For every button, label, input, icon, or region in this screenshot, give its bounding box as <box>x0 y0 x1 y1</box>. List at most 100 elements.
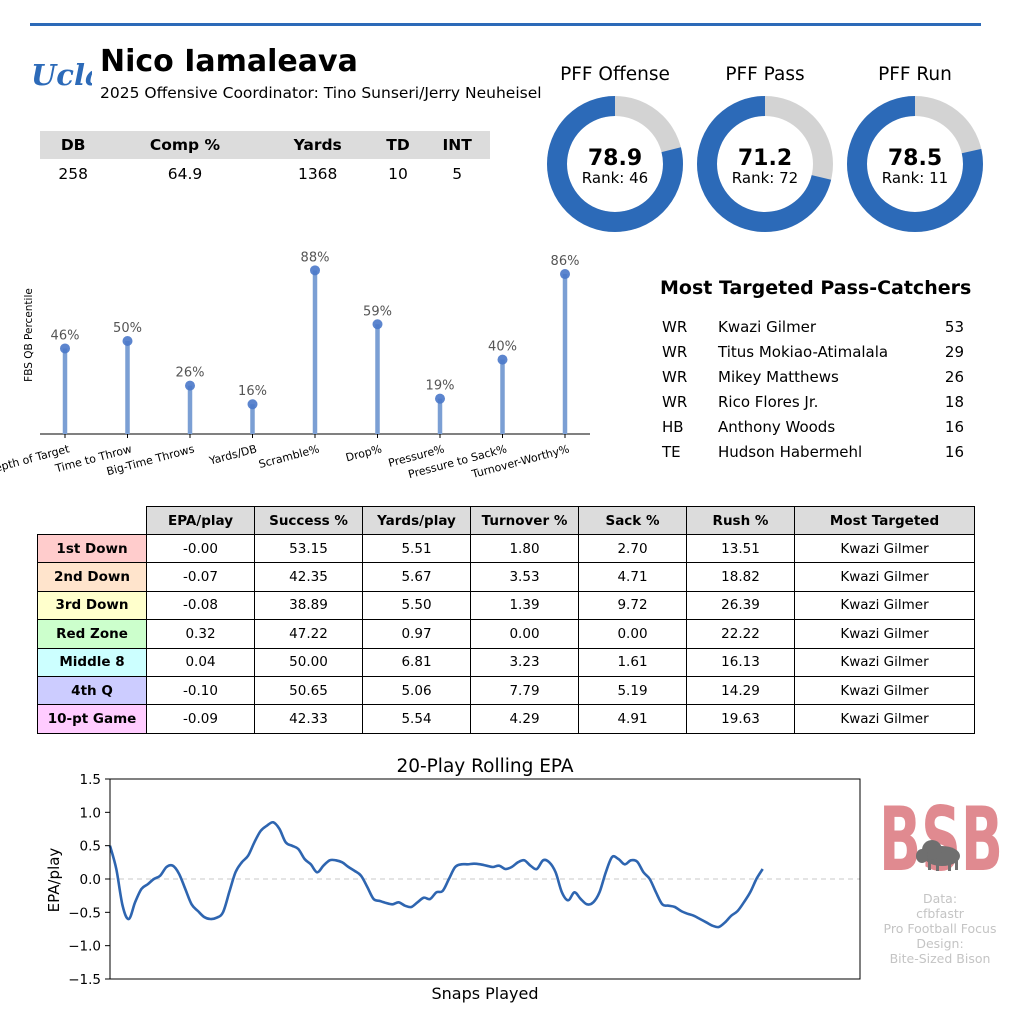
target-position: WR <box>662 393 688 411</box>
splits-cell: 22.22 <box>686 619 795 649</box>
lollipop-category-label: Drop% <box>344 442 383 464</box>
splits-cell: 53.15 <box>254 533 363 564</box>
stat-value: 1368 <box>297 165 338 183</box>
splits-cell: Kwazi Gilmer <box>794 562 975 592</box>
stat-header: Comp % <box>106 131 264 159</box>
lollipop-value-label: 26% <box>176 366 205 381</box>
splits-cell: 4.29 <box>470 704 579 734</box>
lollipop-dot <box>435 393 445 404</box>
splits-cell: 0.04 <box>146 647 255 677</box>
lollipop-dot <box>560 269 570 280</box>
splits-cell: 50.65 <box>254 675 363 706</box>
epa-y-tick-label: 1.0 <box>80 805 101 821</box>
most-targeted-row: TE Hudson Habermehl 16 <box>660 441 980 466</box>
most-targeted-row: HB Anthony Woods 16 <box>660 416 980 441</box>
splits-header: Turnover % <box>470 506 579 535</box>
stat-value: 5 <box>452 165 463 183</box>
data-credits: Data: cfbfastr Pro Football Focus Design… <box>870 891 1010 966</box>
target-position: WR <box>662 343 688 361</box>
stat-header: Yards <box>263 131 372 159</box>
stat-value: 10 <box>388 165 408 183</box>
splits-cell: Kwazi Gilmer <box>794 647 975 677</box>
splits-row-label: 4th Q <box>37 675 147 706</box>
splits-header: Rush % <box>686 506 795 535</box>
splits-cell: 0.00 <box>470 619 579 649</box>
bsb-logo-text: BSB <box>879 790 1003 882</box>
most-targeted-row: WR Mikey Matthews 26 <box>660 366 980 391</box>
lollipop-dot <box>497 354 508 365</box>
target-position: TE <box>662 443 681 461</box>
epa-y-tick-label: 0.0 <box>80 872 101 888</box>
splits-cell: Kwazi Gilmer <box>794 590 975 621</box>
splits-cell: 38.89 <box>254 590 363 621</box>
splits-corner <box>38 507 147 535</box>
lollipop-category-label: Yards/DB <box>207 442 258 467</box>
splits-cell: 0.32 <box>146 619 255 649</box>
donut-fill <box>697 96 833 232</box>
splits-cell: 2.70 <box>578 533 687 564</box>
splits-cell: -0.07 <box>146 562 255 592</box>
subtitle: 2025 Offensive Coordinator: Tino Sunseri… <box>100 84 542 102</box>
splits-cell: 5.51 <box>362 533 471 564</box>
splits-cell: Kwazi Gilmer <box>794 533 975 564</box>
pff-run-donut <box>847 96 983 232</box>
target-count: 29 <box>944 343 964 361</box>
season-stats-header-row: DB Comp % Yards TD INT <box>40 131 490 159</box>
epa-chart-title: 20-Play Rolling EPA <box>396 756 573 777</box>
splits-header: Yards/play <box>362 506 471 535</box>
splits-cell: 7.79 <box>470 675 579 706</box>
pff-pass-title: PFF Pass <box>725 64 805 85</box>
splits-row-label: 2nd Down <box>37 562 147 592</box>
splits-cell: -0.09 <box>146 704 255 734</box>
season-stats-table: DB Comp % Yards TD INT 258 64.9 1368 10 … <box>40 131 490 189</box>
splits-header: Sack % <box>578 506 687 535</box>
target-name: Hudson Habermehl <box>718 443 863 461</box>
most-targeted-row: WR Rico Flores Jr. 18 <box>660 391 980 416</box>
pff-offense-value: 78.9 <box>587 146 643 171</box>
lollipop-category-label: Scramble% <box>257 442 321 471</box>
pff-offense-rank: Rank: 46 <box>581 169 649 187</box>
credit-line: Bite-Sized Bison <box>889 951 991 966</box>
splits-cell: 42.33 <box>254 704 363 734</box>
splits-cell: 4.91 <box>578 704 687 734</box>
rolling-epa-chart: 20-Play Rolling EPA Snaps Played EPA/pla… <box>45 756 861 1003</box>
splits-cell: 6.81 <box>362 647 471 677</box>
player-name: Nico Iamaleava <box>100 44 358 79</box>
epa-y-tick-label: 1.5 <box>80 772 101 788</box>
target-position: WR <box>662 368 688 386</box>
target-name: Kwazi Gilmer <box>718 318 817 336</box>
target-count: 18 <box>944 393 964 411</box>
epa-rolling-line <box>108 820 764 929</box>
lollipop-dot <box>122 336 133 346</box>
lollipop-dot <box>372 319 383 330</box>
splits-row-label: 1st Down <box>37 533 147 564</box>
most-targeted-list: WR Kwazi Gilmer 53 WR Titus Mokiao-Atima… <box>660 316 980 466</box>
team-logo-text: Ucla <box>31 58 92 92</box>
splits-row: 3rd Down -0.08 38.89 5.50 1.39 9.72 26.39 Kwazi… <box>37 590 975 621</box>
splits-cell: 3.53 <box>470 562 579 592</box>
donut-fill <box>547 96 683 232</box>
splits-cell: 3.23 <box>470 647 579 677</box>
pff-run-rank: Rank: 11 <box>881 169 949 187</box>
splits-cell: 50.00 <box>254 647 363 677</box>
lollipop-value-label: 50% <box>113 321 142 336</box>
splits-row: Red Zone 0.32 47.22 0.97 0.00 0.00 22.22 Kwazi … <box>37 619 975 649</box>
credit-line: Design: <box>916 936 964 951</box>
splits-cell: 1.80 <box>470 533 579 564</box>
splits-row-label: Red Zone <box>37 619 147 649</box>
splits-cell: Kwazi Gilmer <box>794 675 975 706</box>
splits-cell: 5.67 <box>362 562 471 592</box>
splits-cell: 4.71 <box>578 562 687 592</box>
splits-row-label: Middle 8 <box>37 647 147 677</box>
pff-pass-donut <box>697 96 833 232</box>
target-count: 16 <box>944 418 964 436</box>
credit-line: Data: <box>922 891 958 906</box>
credit-line: Pro Football Focus <box>883 921 997 936</box>
splits-row-label: 10-pt Game <box>37 704 147 734</box>
target-count: 16 <box>944 443 964 461</box>
most-targeted-row: WR Kwazi Gilmer 53 <box>660 316 980 341</box>
lollipop-dot <box>60 343 70 354</box>
lollipop-value-label: 46% <box>51 328 80 343</box>
most-targeted-title: Most Targeted Pass-Catchers <box>660 277 972 299</box>
